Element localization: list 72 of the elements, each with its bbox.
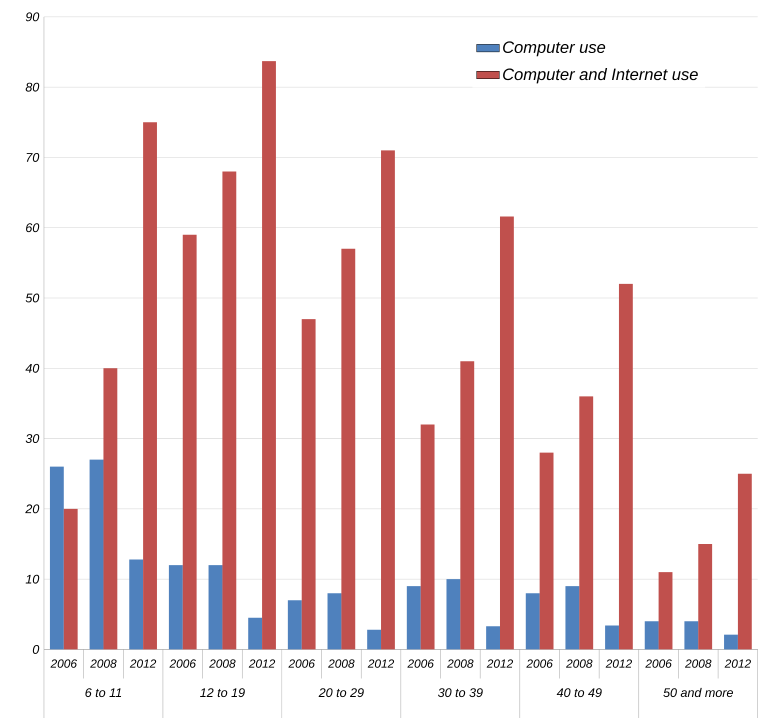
y-tick-label: 90	[26, 12, 40, 22]
x-tick-label: 2006	[526, 659, 553, 668]
bar	[540, 452, 554, 650]
bar	[50, 466, 64, 650]
bar	[460, 361, 474, 650]
y-tick-label: 20	[25, 504, 40, 514]
bar	[486, 626, 500, 650]
bar	[526, 593, 540, 650]
bar	[341, 248, 356, 650]
x-tick-label: 2006	[169, 659, 196, 668]
bar	[420, 424, 435, 650]
bar	[605, 625, 619, 650]
bar	[618, 284, 633, 650]
bar	[579, 396, 594, 650]
text: 40 to 49	[556, 688, 602, 697]
bar	[262, 60, 276, 650]
bar	[738, 474, 752, 650]
legend-label: Computer and Internet use	[503, 68, 698, 84]
x-tick-label: 2008	[328, 659, 355, 668]
x-tick-label: 2012	[130, 659, 156, 668]
x-tick-label: 2008	[684, 659, 712, 668]
y-tick-label: 80	[26, 82, 40, 92]
bar	[644, 621, 659, 650]
bar	[90, 459, 104, 650]
x-tick-label: 2008	[566, 659, 592, 668]
x-tick-label: 2012	[248, 659, 276, 668]
x-tick-label: 2012	[486, 659, 514, 668]
bar	[724, 634, 738, 650]
bar	[143, 122, 157, 650]
bar	[182, 234, 197, 650]
bar	[565, 586, 580, 650]
text: 20 to 29	[318, 688, 364, 697]
x-tick-label: 2006	[288, 659, 315, 668]
bar	[500, 216, 514, 650]
x-tick-label: 2006	[407, 659, 434, 668]
x-tick-label: 2008	[447, 659, 474, 668]
bar	[129, 559, 144, 650]
y-tick-label: 30	[26, 434, 40, 443]
bar	[446, 578, 460, 650]
x-tick-label: 2008	[90, 659, 117, 668]
x-tick-label: 2012	[724, 659, 751, 668]
y-tick-label: 40	[25, 364, 40, 373]
y-tick-label: 60	[26, 223, 40, 232]
bar	[248, 618, 262, 650]
x-tick-label: 2012	[368, 659, 394, 668]
legend-label: Computer use	[503, 41, 606, 56]
y-tick-label: 0	[32, 644, 40, 654]
x-tick-label: 2006	[645, 659, 672, 668]
bar	[302, 318, 316, 650]
text: 12 to 19	[200, 688, 245, 697]
x-tick-label: 2006	[50, 659, 77, 668]
text: 50 and more	[663, 688, 733, 697]
bar	[381, 150, 395, 650]
bar	[367, 630, 382, 650]
bar	[328, 593, 342, 650]
y-tick-label: 50	[26, 293, 40, 302]
bar	[288, 600, 302, 650]
bar	[208, 564, 222, 650]
bar	[698, 544, 712, 650]
x-tick-label: 2012	[606, 659, 632, 668]
bar	[658, 572, 672, 650]
bar	[168, 564, 183, 650]
text: 6 to 11	[85, 688, 122, 697]
bar	[103, 368, 118, 650]
y-tick-label: 10	[26, 574, 40, 584]
y-tick-label: 70	[26, 152, 40, 162]
x-tick-label: 2008	[209, 659, 236, 668]
bar	[684, 621, 698, 650]
bar	[406, 586, 421, 650]
bar	[64, 508, 78, 650]
text: 30 to 39	[438, 688, 483, 697]
bar	[222, 171, 236, 650]
